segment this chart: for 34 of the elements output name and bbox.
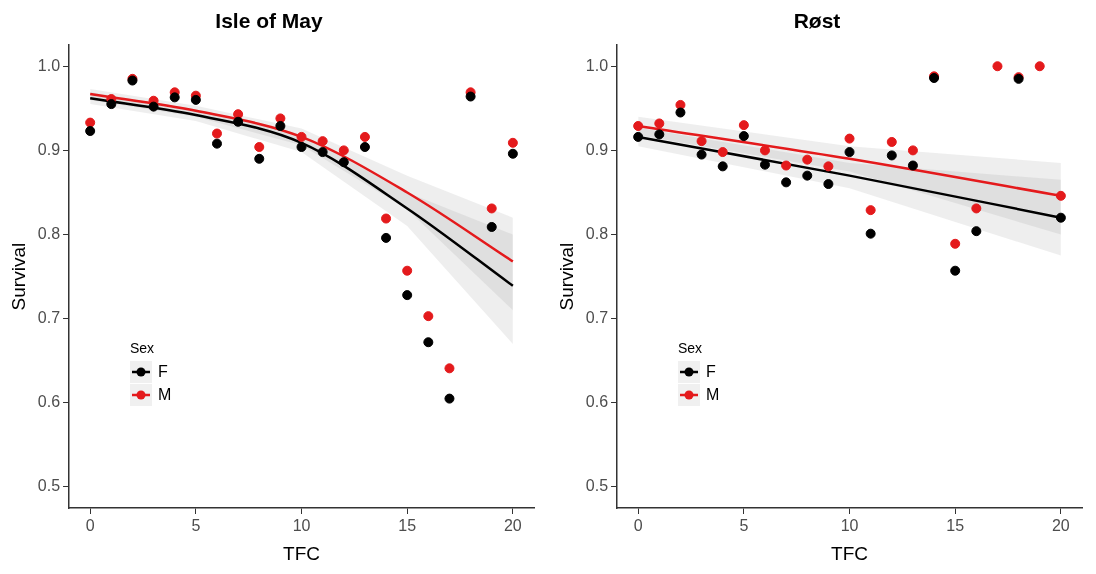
legend-label: F (706, 362, 716, 381)
y-tick-label: 1.0 (37, 56, 61, 74)
x-tick-label: 15 (946, 517, 965, 535)
x-axis-title: TFC (831, 542, 868, 564)
y-tick-label: 0.6 (585, 393, 609, 411)
y-tick-label: 0.9 (37, 140, 61, 158)
legend-label: F (158, 362, 168, 381)
legend-label: M (158, 385, 172, 404)
y-tick-label: 0.5 (585, 477, 609, 495)
x-tick-label: 10 (292, 517, 311, 535)
y-tick-label: 1.0 (585, 56, 609, 74)
x-tick-label: 0 (85, 517, 95, 535)
y-tick-label: 0.5 (37, 477, 61, 495)
y-axis-title: Survival (555, 242, 577, 311)
y-tick-label: 0.6 (37, 393, 61, 411)
x-axis-title: TFC (283, 542, 320, 564)
y-tick-label: 0.8 (37, 224, 61, 242)
legend-label: M (706, 385, 720, 404)
x-tick-label: 20 (1051, 517, 1070, 535)
x-tick-label: 5 (739, 517, 749, 535)
y-tick-label: 0.7 (585, 309, 609, 327)
legend-title: Sex (130, 340, 156, 356)
y-tick-label: 0.8 (585, 224, 609, 242)
x-tick-label: 5 (191, 517, 201, 535)
y-tick-label: 0.7 (37, 309, 61, 327)
chart-title: Isle of May (215, 9, 323, 33)
x-tick-label: 0 (633, 517, 643, 535)
x-tick-label: 20 (503, 517, 522, 535)
y-axis-title: Survival (7, 242, 29, 311)
legend-title: Sex (678, 340, 704, 356)
x-tick-label: 15 (398, 517, 417, 535)
x-tick-label: 10 (840, 517, 859, 535)
chart-title: Røst (793, 9, 841, 33)
y-tick-label: 0.9 (585, 140, 609, 158)
